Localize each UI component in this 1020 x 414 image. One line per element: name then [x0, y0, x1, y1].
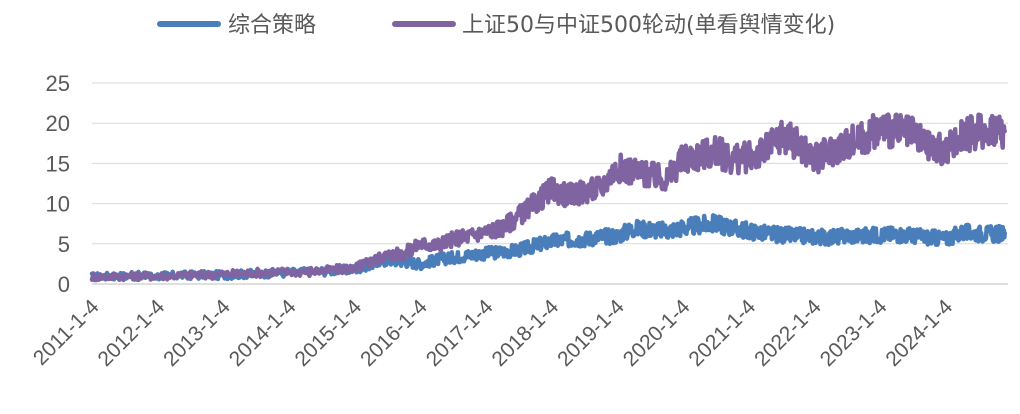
x-tick-label: 2016-1-4 [356, 295, 432, 371]
legend-label-series-2: 上证50与中证500轮动(单看舆情变化) [462, 13, 835, 38]
y-gridlines [92, 82, 1008, 245]
y-tick-label: 25 [46, 71, 70, 96]
y-tick-label: 15 [46, 151, 70, 176]
x-tick-label: 2021-1-4 [684, 295, 760, 371]
x-tick-label: 2011-1-4 [29, 295, 104, 370]
series-lines [89, 112, 1007, 283]
x-tick-label: 2015-1-4 [290, 295, 366, 371]
x-tick-label: 2014-1-4 [225, 295, 301, 371]
chart-legend: 综合策略 上证50与中证500轮动(单看舆情变化) [157, 13, 835, 38]
y-axis: 0 5 10 15 20 25 [46, 71, 70, 297]
y-tick-label: 5 [58, 232, 70, 257]
x-tick-label: 2022-1-4 [750, 295, 826, 371]
x-tick-label: 2020-1-4 [619, 295, 695, 371]
y-tick-label: 20 [46, 111, 70, 136]
series-line-2 [89, 112, 1007, 283]
y-tick-label: 0 [58, 272, 70, 297]
legend-label-series-1: 综合策略 [228, 13, 316, 38]
x-tick-label: 2023-1-4 [816, 295, 892, 371]
x-tick-label: 2013-1-4 [159, 295, 235, 371]
x-tick-label: 2024-1-4 [881, 295, 957, 371]
y-tick-label: 10 [46, 192, 70, 217]
x-tick-label: 2018-1-4 [487, 295, 563, 371]
x-tick-label: 2019-1-4 [553, 295, 629, 371]
x-tick-label: 2012-1-4 [93, 295, 169, 371]
x-axis: 2011-1-42012-1-42013-1-42014-1-42015-1-4… [29, 295, 957, 371]
x-tick-label: 2017-1-4 [422, 295, 498, 371]
